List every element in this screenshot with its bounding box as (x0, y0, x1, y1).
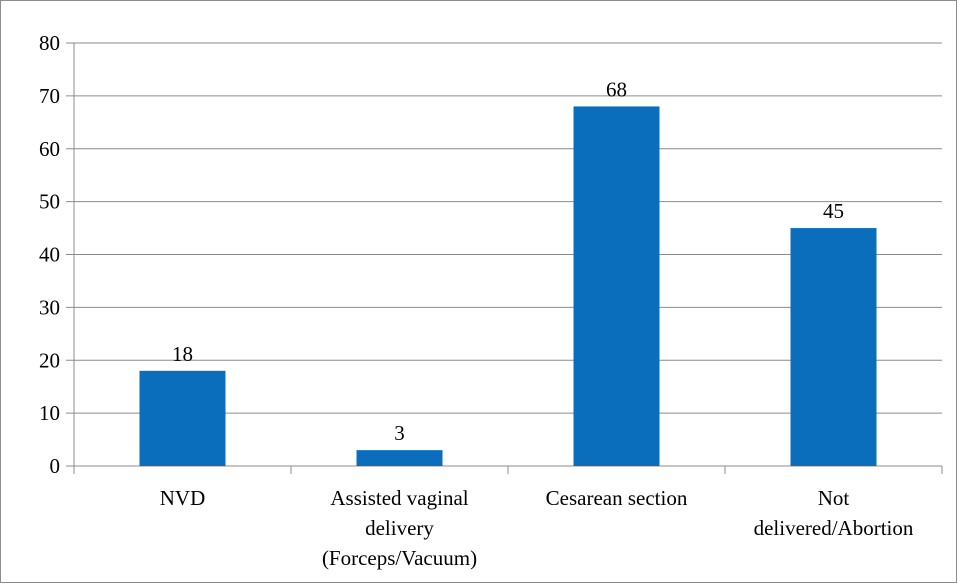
y-tick-label: 40 (39, 243, 60, 267)
category-label: delivery (365, 516, 434, 540)
y-tick-label: 50 (39, 190, 60, 214)
y-tick-label: 10 (39, 401, 60, 425)
data-labels: 18 3 68 45 (172, 77, 844, 445)
y-tick-label: 30 (39, 295, 60, 319)
category-label: Cesarean section (546, 486, 688, 510)
data-label: 45 (823, 199, 844, 223)
bar (573, 106, 660, 466)
category-label: Not (818, 486, 850, 510)
category-label: delivered/Abortion (754, 516, 914, 540)
bar (790, 228, 877, 466)
gridlines (74, 42, 942, 414)
y-tick-label: 70 (39, 84, 60, 108)
data-label: 68 (606, 77, 627, 101)
bars (139, 106, 877, 466)
x-category-labels: NVD Assisted vaginal delivery (Forceps/Vacu… (160, 486, 914, 570)
data-label: 3 (394, 421, 405, 445)
category-label: NVD (160, 486, 206, 510)
bar (356, 450, 443, 466)
y-tick-label: 20 (39, 348, 60, 372)
y-tick-labels: 0 10 20 30 40 50 60 70 80 (39, 31, 60, 478)
y-tick-label: 60 (39, 137, 60, 161)
data-label: 18 (172, 342, 193, 366)
y-tick-label: 0 (50, 454, 61, 478)
y-tick-label: 80 (39, 31, 60, 55)
category-label: (Forceps/Vacuum) (322, 546, 477, 570)
bar (139, 370, 226, 466)
category-label: Assisted vaginal (330, 486, 468, 510)
